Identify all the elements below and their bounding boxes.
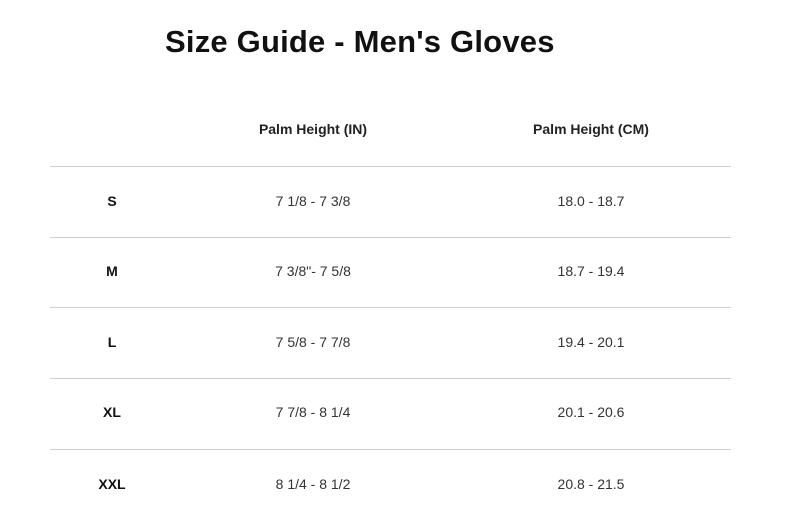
size-cell: S	[107, 193, 117, 209]
size-cell: L	[107, 334, 117, 350]
inches-cell: 7 5/8 - 7 7/8	[275, 334, 351, 350]
cm-cell: 19.4 - 20.1	[557, 334, 625, 350]
table-row: M 7 3/8"- 7 5/8 18.7 - 19.4	[0, 263, 800, 283]
row-divider	[50, 449, 731, 450]
inches-cell: 7 1/8 - 7 3/8	[275, 193, 351, 209]
row-divider	[50, 237, 731, 238]
header-palm-height-cm: Palm Height (CM)	[533, 121, 649, 137]
inches-cell: 7 3/8"- 7 5/8	[275, 263, 351, 279]
size-cell: XXL	[98, 476, 126, 492]
page-title: Size Guide - Men's Gloves	[165, 24, 555, 59]
row-divider	[50, 307, 731, 308]
table-row: XXL 8 1/4 - 8 1/2 20.8 - 21.5	[0, 476, 800, 496]
inches-cell: 7 7/8 - 8 1/4	[275, 404, 351, 420]
cm-cell: 18.0 - 18.7	[557, 193, 625, 209]
size-cell: XL	[103, 404, 121, 420]
inches-cell: 8 1/4 - 8 1/2	[275, 476, 351, 492]
cm-cell: 18.7 - 19.4	[557, 263, 625, 279]
table-row: XL 7 7/8 - 8 1/4 20.1 - 20.6	[0, 404, 800, 424]
header-palm-height-in: Palm Height (IN)	[258, 121, 368, 137]
size-cell: M	[106, 263, 118, 279]
cm-cell: 20.8 - 21.5	[557, 476, 625, 492]
row-divider	[50, 378, 731, 379]
cm-cell: 20.1 - 20.6	[557, 404, 625, 420]
table-row: L 7 5/8 - 7 7/8 19.4 - 20.1	[0, 334, 800, 354]
row-divider	[50, 166, 731, 167]
table-row: S 7 1/8 - 7 3/8 18.0 - 18.7	[0, 193, 800, 213]
